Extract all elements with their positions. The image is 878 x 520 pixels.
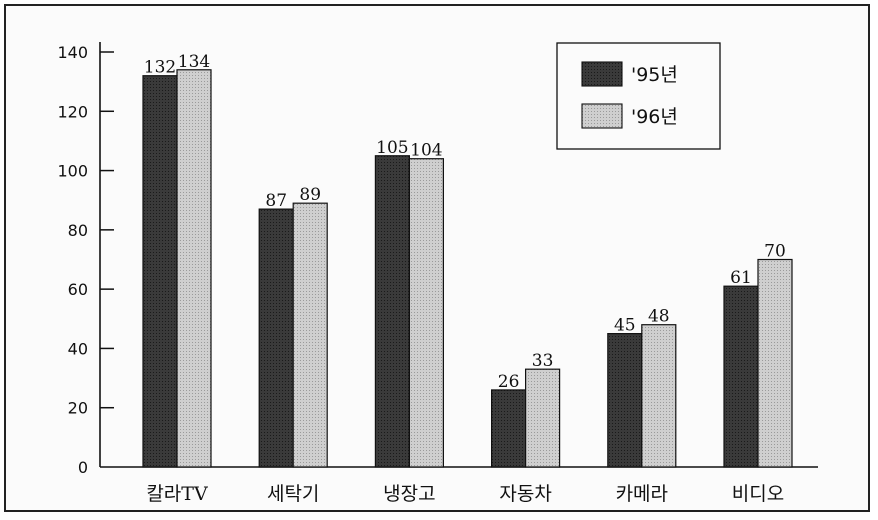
category-label: 칼라TV (146, 483, 208, 505)
y-tick-label: 20 (68, 399, 88, 418)
data-label: 87 (265, 191, 287, 211)
legend-swatch (581, 103, 623, 129)
bar (723, 285, 759, 468)
y-tick-label: 0 (78, 458, 88, 477)
bar (292, 202, 328, 468)
bar (757, 258, 793, 468)
x-axis: 칼라TV 세탁기 냉장고 자동차 카메라 비디오 (100, 466, 818, 505)
legend-label: '95년 (631, 64, 678, 86)
bar (491, 389, 527, 468)
y-tick-label: 40 (68, 339, 88, 358)
data-label: 134 (178, 52, 210, 72)
y-tick-label: 60 (68, 280, 88, 299)
data-label: 104 (410, 141, 442, 161)
category-label: 카메라 (616, 483, 668, 505)
bar (176, 69, 212, 468)
bar (142, 75, 178, 468)
data-label: 70 (764, 242, 786, 262)
data-label: 45 (614, 316, 636, 336)
category-label: 비디오 (732, 483, 784, 505)
bar (374, 155, 410, 468)
legend-box (556, 42, 721, 150)
y-tick-label: 140 (57, 43, 88, 62)
category-label: 냉장고 (383, 483, 435, 505)
y-axis: 0 20 40 60 80 100 120 140 (57, 42, 114, 477)
bar (258, 208, 294, 468)
data-label: 105 (376, 138, 408, 158)
legend-label: '96년 (631, 106, 678, 128)
y-tick-label: 120 (57, 102, 88, 121)
legend-swatch (581, 61, 623, 87)
data-label: 48 (648, 307, 670, 327)
y-tick-label: 80 (68, 221, 88, 240)
category-label: 자동차 (499, 483, 551, 505)
bar (641, 324, 677, 468)
y-tick-label: 100 (57, 162, 88, 181)
bars-group (142, 69, 793, 468)
data-labels-group: 132 134 87 89 105 104 26 33 45 48 61 70 (144, 52, 786, 392)
category-label: 세탁기 (267, 483, 319, 505)
bar (408, 158, 444, 468)
data-label: 61 (730, 268, 752, 288)
legend: '95년 '96년 (556, 42, 721, 150)
data-label: 89 (299, 185, 321, 205)
bar (524, 368, 561, 468)
bar (607, 333, 643, 468)
data-label: 33 (532, 351, 554, 371)
data-label: 26 (498, 372, 520, 392)
data-label: 132 (144, 58, 176, 78)
